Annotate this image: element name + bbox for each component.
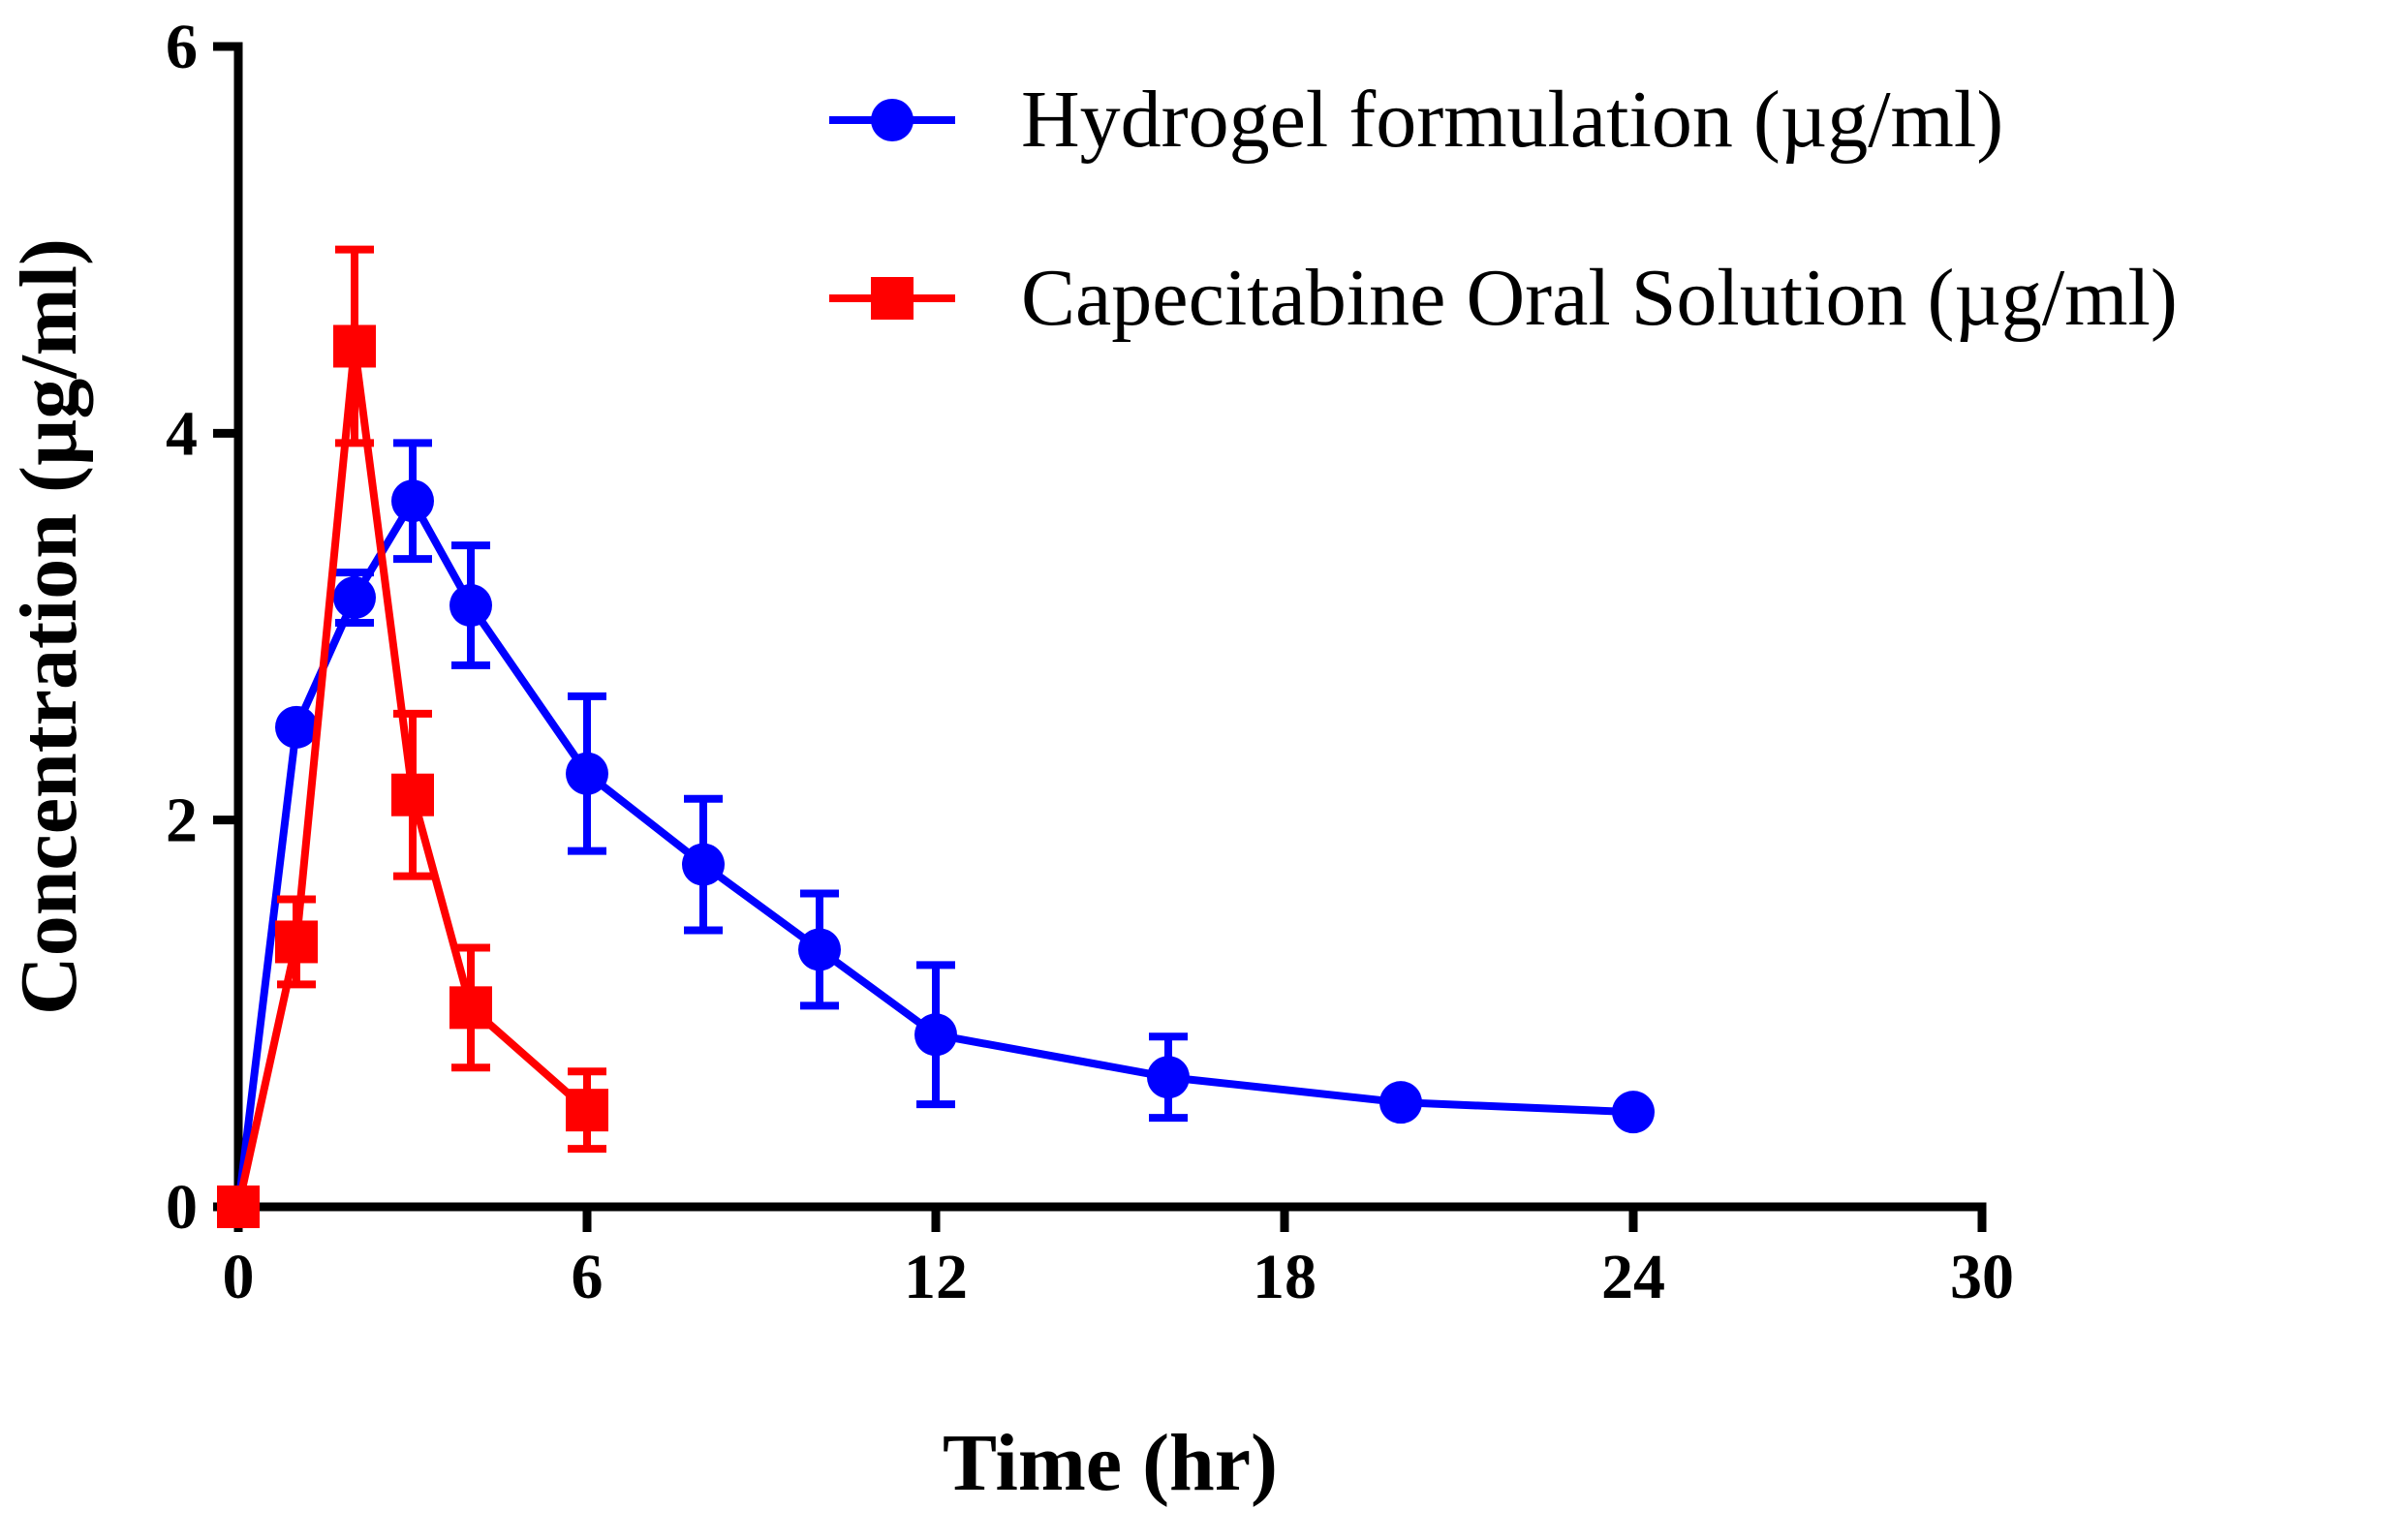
data-point: [217, 1186, 260, 1228]
x-tick-label: 30: [1950, 1242, 2014, 1312]
x-tick-label: 24: [1601, 1242, 1665, 1312]
data-point: [449, 584, 492, 628]
x-axis-title: Time (hr): [943, 1418, 1278, 1508]
legend-label: Capecitabine Oral Solution (µg/ml): [1021, 253, 2178, 343]
data-point: [1612, 1091, 1655, 1134]
data-point: [449, 986, 492, 1030]
y-tick-label: 2: [166, 785, 198, 856]
data-point: [1147, 1056, 1190, 1099]
legend-marker: [871, 99, 914, 141]
data-point: [391, 773, 434, 816]
data-point: [1379, 1081, 1422, 1124]
x-tick-label: 12: [904, 1242, 968, 1312]
x-tick-label: 18: [1253, 1242, 1316, 1312]
y-tick-label: 6: [166, 12, 198, 82]
legend-marker: [871, 277, 914, 320]
y-tick-label: 0: [166, 1172, 198, 1243]
data-point: [566, 752, 608, 795]
x-tick-label: 6: [572, 1242, 604, 1312]
series-oral-solution: [217, 245, 608, 1228]
legend-item: Capecitabine Oral Solution (µg/ml): [829, 253, 2178, 343]
data-point: [391, 479, 434, 523]
data-point: [682, 843, 725, 886]
data-point: [275, 920, 318, 964]
y-axis-title: Concentration (µg/ml): [4, 238, 94, 1015]
data-point: [275, 705, 318, 749]
data-point: [566, 1089, 608, 1132]
legend-label: Hydrogel formulation (µg/ml): [1021, 75, 2003, 165]
data-point: [333, 576, 376, 620]
data-point: [798, 928, 841, 971]
series-layer: [217, 245, 1655, 1228]
data-point: [333, 324, 376, 368]
x-tick-label: 0: [223, 1242, 255, 1312]
data-point: [914, 1013, 957, 1057]
legend: Hydrogel formulation (µg/ml) Capecitabine…: [829, 75, 2178, 343]
y-tick-label: 4: [166, 398, 198, 469]
series-hydrogel: [217, 439, 1655, 1228]
legend-item: Hydrogel formulation (µg/ml): [829, 75, 2003, 165]
series-line: [234, 497, 1634, 1208]
